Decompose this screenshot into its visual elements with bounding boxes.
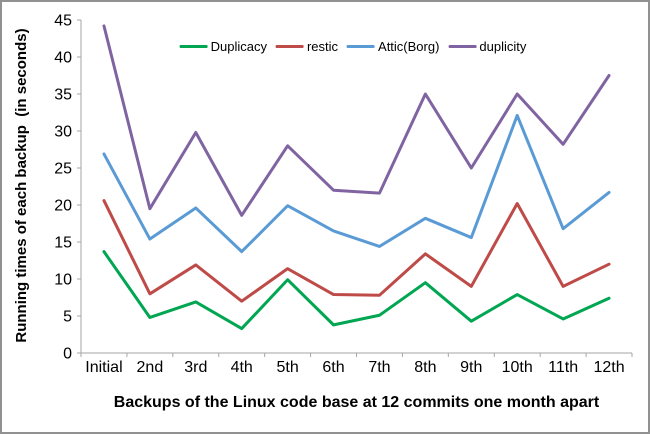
legend-item-duplicacy: Duplicacy xyxy=(179,39,267,54)
x-tick-label: 8th xyxy=(414,359,436,376)
y-tick-label: 30 xyxy=(54,124,72,141)
y-axis-title: Running times of each backup (in seconds… xyxy=(13,28,30,343)
y-tick-label: 10 xyxy=(54,272,72,289)
x-tick-label: 6th xyxy=(322,359,344,376)
x-tick-label: 5th xyxy=(277,359,299,376)
legend-item-duplicity: duplicity xyxy=(448,39,526,54)
y-tick-label: 20 xyxy=(54,198,72,215)
series-line-attic-borg- xyxy=(102,113,611,254)
legend-swatch xyxy=(448,45,477,48)
legend: Duplicacy restic Attic(Borg) duplicity xyxy=(179,39,526,54)
x-tick-label: 11th xyxy=(548,359,578,376)
x-tick-label: Initial xyxy=(85,359,122,376)
x-tick-label: 7th xyxy=(368,359,390,376)
x-tick-label: 4th xyxy=(231,359,253,376)
y-tick-label: 5 xyxy=(63,309,72,326)
legend-label: Duplicacy xyxy=(210,39,267,54)
series-line-duplicacy xyxy=(102,250,611,331)
x-tick-label: 10th xyxy=(502,359,533,376)
legend-swatch xyxy=(275,45,304,48)
x-tick-label: 12th xyxy=(593,359,624,376)
series-line-duplicity xyxy=(102,24,611,217)
x-axis-title: Backups of the Linux code base at 12 com… xyxy=(113,394,600,411)
legend-label: restic xyxy=(306,39,339,54)
legend-item-attic-borg-: Attic(Borg) xyxy=(347,39,439,54)
y-tick-label: 0 xyxy=(63,346,72,363)
legend-label: Attic(Borg) xyxy=(378,39,440,54)
legend-swatch xyxy=(179,45,208,48)
y-tick-label: 35 xyxy=(54,87,72,104)
y-tick-label: 25 xyxy=(54,161,72,178)
legend-swatch xyxy=(347,45,376,48)
y-tick-label: 15 xyxy=(54,235,72,252)
legend-item-restic: restic xyxy=(275,39,339,54)
x-tick-label: 3rd xyxy=(184,359,207,376)
x-tick-label: 2nd xyxy=(137,359,164,376)
series-line-restic xyxy=(102,199,611,303)
y-tick-label: 40 xyxy=(54,50,72,67)
x-tick-label: 9th xyxy=(460,359,482,376)
y-tick-label: 45 xyxy=(54,13,72,30)
legend-label: duplicity xyxy=(479,39,527,54)
